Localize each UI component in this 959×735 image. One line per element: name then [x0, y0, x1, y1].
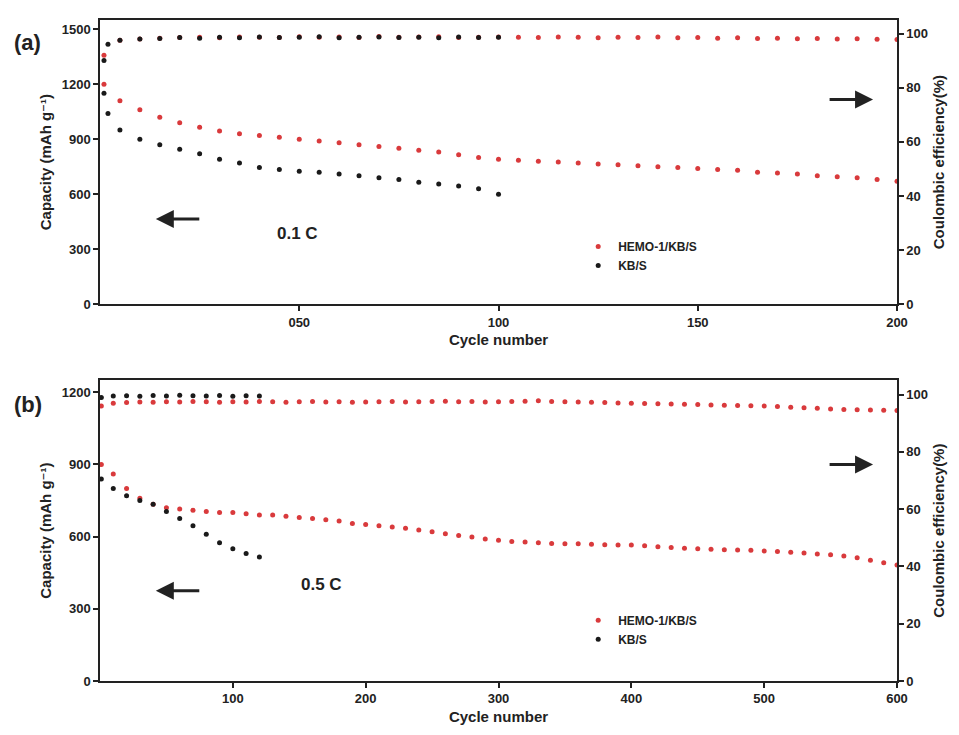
svg-text:HEMO-1/KB/S: HEMO-1/KB/S [618, 614, 697, 628]
svg-text:20: 20 [906, 616, 920, 631]
svg-text:0: 0 [906, 674, 913, 689]
svg-text:Capacity (mAh g⁻¹): Capacity (mAh g⁻¹) [37, 94, 54, 230]
svg-text:(b): (b) [14, 392, 42, 417]
svg-text:1500: 1500 [62, 22, 91, 37]
svg-text:900: 900 [69, 132, 91, 147]
svg-text:0.5 C: 0.5 C [301, 575, 342, 594]
svg-text:100: 100 [488, 315, 510, 330]
svg-text:40: 40 [906, 559, 920, 574]
svg-text:Cycle number: Cycle number [449, 331, 548, 348]
svg-text:600: 600 [886, 691, 908, 706]
svg-text:1200: 1200 [62, 77, 91, 92]
svg-text:KB/S: KB/S [618, 633, 647, 647]
svg-text:600: 600 [69, 529, 91, 544]
svg-text:(a): (a) [14, 30, 41, 55]
svg-text:200: 200 [355, 691, 377, 706]
svg-text:300: 300 [69, 242, 91, 257]
svg-text:80: 80 [906, 80, 920, 95]
svg-text:Coulombic efficiency(%): Coulombic efficiency(%) [930, 444, 947, 618]
svg-text:100: 100 [906, 387, 928, 402]
svg-text:0: 0 [83, 297, 90, 312]
svg-text:KB/S: KB/S [618, 259, 647, 273]
svg-text:100: 100 [906, 26, 928, 41]
svg-text:100: 100 [222, 691, 244, 706]
svg-text:Coulombic efficiency(%): Coulombic efficiency(%) [930, 75, 947, 249]
svg-text:40: 40 [906, 189, 920, 204]
svg-text:200: 200 [886, 315, 908, 330]
svg-text:150: 150 [687, 315, 709, 330]
svg-text:Capacity (mAh g⁻¹): Capacity (mAh g⁻¹) [37, 462, 54, 598]
svg-text:0: 0 [906, 297, 913, 312]
svg-text:Cycle number: Cycle number [449, 708, 548, 725]
svg-text:500: 500 [753, 691, 775, 706]
svg-text:HEMO-1/KB/S: HEMO-1/KB/S [618, 240, 697, 254]
svg-text:60: 60 [906, 502, 920, 517]
svg-text:0.1 C: 0.1 C [277, 224, 318, 243]
svg-text:600: 600 [69, 187, 91, 202]
svg-text:1200: 1200 [62, 385, 91, 400]
svg-text:60: 60 [906, 134, 920, 149]
svg-text:050: 050 [288, 315, 310, 330]
svg-text:20: 20 [906, 243, 920, 258]
svg-text:300: 300 [488, 691, 510, 706]
svg-text:900: 900 [69, 457, 91, 472]
svg-text:0: 0 [83, 674, 90, 689]
svg-text:80: 80 [906, 444, 920, 459]
svg-text:300: 300 [69, 601, 91, 616]
svg-text:400: 400 [620, 691, 642, 706]
